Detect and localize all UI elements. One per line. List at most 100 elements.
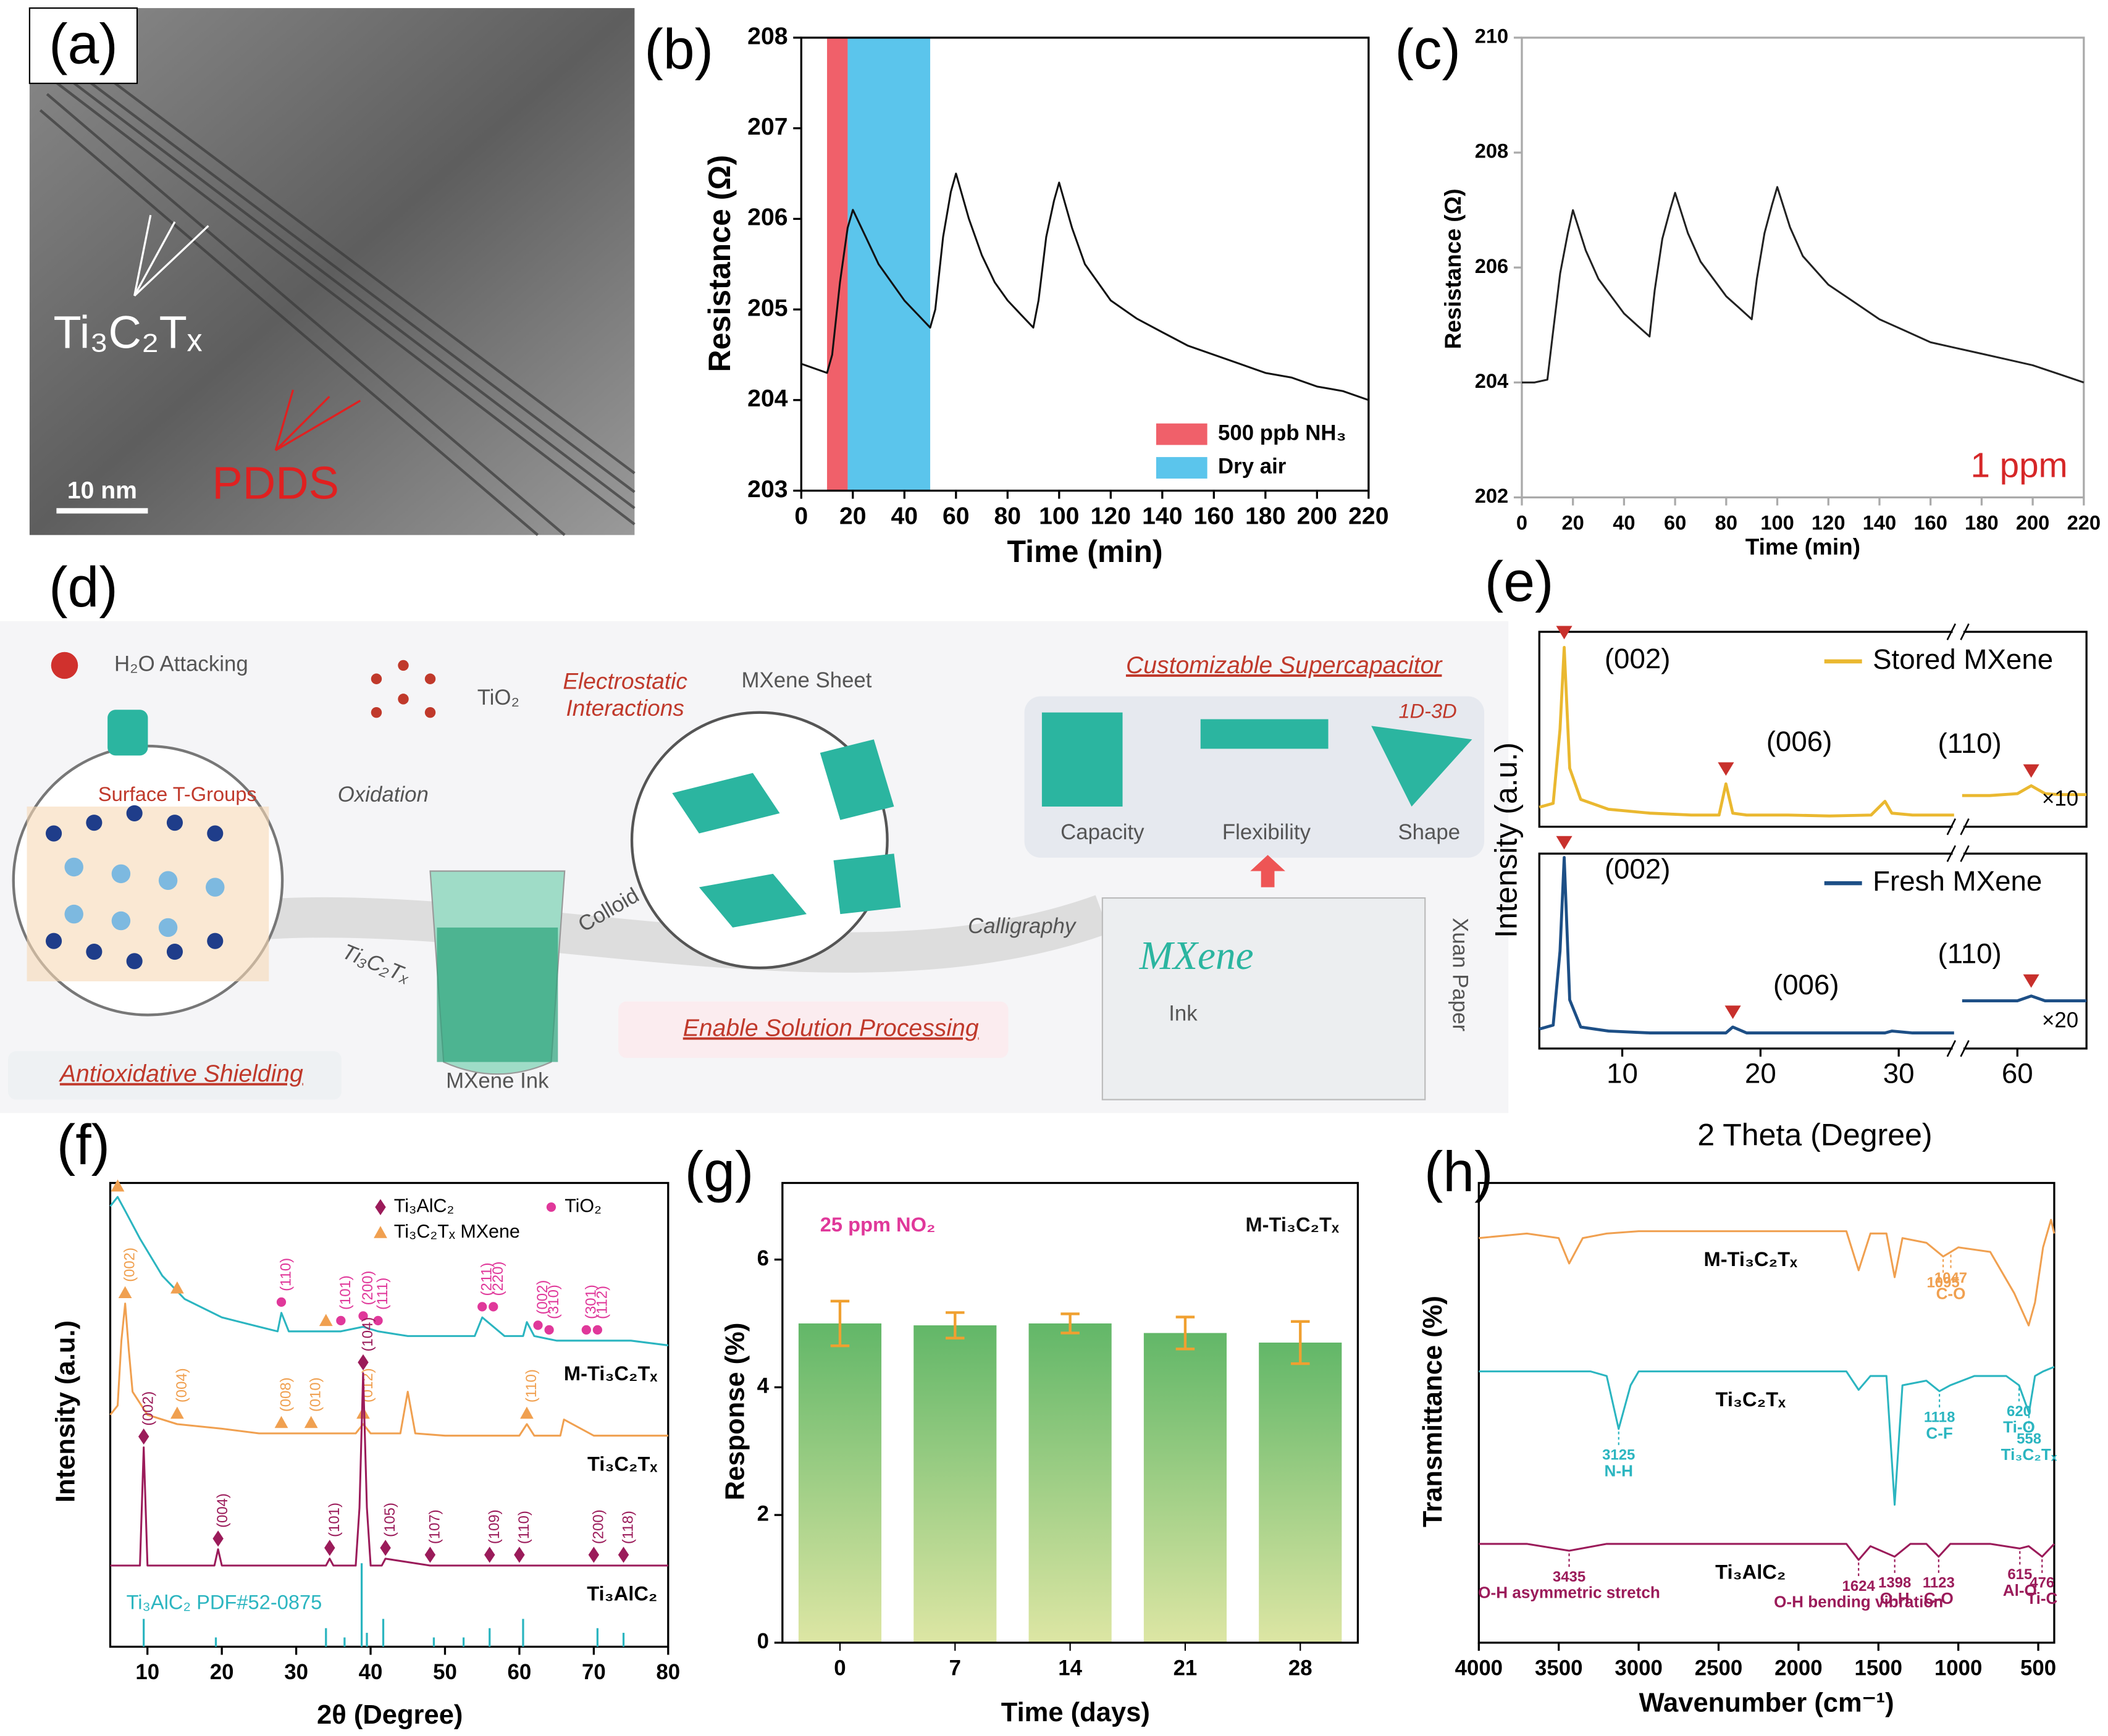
- peak-marker: [358, 1354, 369, 1371]
- x-tick-label: 100: [1760, 511, 1794, 534]
- atoms: [64, 857, 225, 937]
- peak-marker: [304, 1415, 318, 1428]
- lattice: [27, 807, 269, 981]
- data-line: [1479, 1365, 2055, 1506]
- peak-marker: [618, 1546, 629, 1563]
- annotation-value: 1123: [1923, 1575, 1955, 1591]
- diagram-text: Enable Solution Processing: [683, 1015, 979, 1042]
- x-axis-label: Time (min): [1745, 534, 1860, 560]
- annotation-value: 1398: [1878, 1575, 1911, 1591]
- peak-marker: [276, 1297, 287, 1307]
- peak-label: (112): [594, 1286, 610, 1319]
- peak-label: (107): [426, 1509, 443, 1544]
- peak-marker: [1718, 762, 1734, 776]
- shaded-span: [847, 37, 931, 491]
- peak-label: (110): [278, 1258, 295, 1291]
- mxene-sheets: [672, 739, 901, 928]
- annotation-note: O-H asymmetric stretch: [1478, 1583, 1660, 1602]
- axis-break: [1952, 627, 1963, 636]
- series-label: M-Ti₃C₂Tₓ: [564, 1362, 658, 1385]
- legend-marker: [375, 1199, 386, 1215]
- y-tick-label: 2: [757, 1501, 769, 1525]
- peak-label: (104): [359, 1317, 376, 1352]
- capacity-icon: [1041, 712, 1123, 807]
- peak-marker: [274, 1415, 288, 1428]
- colloid-circle: [630, 711, 889, 970]
- annotation: 1 ppm: [1970, 445, 2067, 484]
- bar: [798, 1323, 882, 1643]
- legend-label: 500 ppb NH₃: [1218, 421, 1346, 445]
- annotation-value: 615: [2007, 1566, 2032, 1583]
- panel-label: (d): [49, 556, 118, 619]
- x-tick-label: 50: [433, 1660, 457, 1684]
- shield-box: [8, 1051, 342, 1100]
- x-tick-label: 0: [794, 503, 808, 529]
- peak-marker: [2023, 764, 2039, 778]
- x-tick-label: 180: [1245, 503, 1285, 529]
- x-tick-label: 3500: [1535, 1656, 1582, 1680]
- x-tick-label: 14: [1058, 1656, 1082, 1680]
- bar: [1143, 1333, 1227, 1643]
- axis-break: [1952, 849, 1963, 858]
- y-tick-label: 208: [1475, 140, 1508, 162]
- annotation: M-Ti₃C₂Tₓ: [1245, 1213, 1339, 1236]
- x-tick-label: 4000: [1455, 1656, 1503, 1680]
- peak-label: (002): [122, 1247, 138, 1282]
- peak-label: (110): [1938, 728, 2001, 759]
- axis-break: [1946, 818, 1970, 836]
- x-tick-label: 80: [994, 503, 1022, 529]
- x-tick-label: 40: [1613, 511, 1635, 534]
- data-line: [109, 1196, 668, 1346]
- error-bar: [830, 1299, 850, 1348]
- peak-marker: [489, 1302, 498, 1312]
- y-axis-label: Resistance (Ω): [1440, 188, 1466, 349]
- error-bar: [1175, 1315, 1195, 1351]
- y-tick-label: 204: [1475, 369, 1508, 392]
- water-icon: [51, 652, 78, 679]
- annotation-note: N-H: [1605, 1461, 1633, 1480]
- arrows: [274, 389, 361, 451]
- series-label: Ti₃C₂Tₓ: [1716, 1388, 1786, 1411]
- x-tick-label: 100: [1039, 503, 1079, 529]
- application-box: [1024, 696, 1485, 858]
- x-tick-label: 220: [2067, 511, 2101, 534]
- x-tick-label: 2500: [1695, 1656, 1742, 1680]
- series-label: Ti₃C₂Tₓ: [587, 1452, 657, 1475]
- peak-label: (110): [523, 1369, 540, 1403]
- annotation-note: Ti-O: [2003, 1418, 2035, 1436]
- axis-break: [1952, 1044, 1963, 1053]
- x-tick-label: 20: [1745, 1057, 1776, 1089]
- peak-marker: [484, 1546, 495, 1563]
- panel-label: (f): [57, 1113, 110, 1176]
- axis-frame: [1538, 852, 2088, 1050]
- y-tick-label: 6: [757, 1246, 769, 1270]
- peak-marker: [356, 1406, 370, 1419]
- x-tick-label: 10: [1606, 1057, 1638, 1089]
- panel-label: (a): [49, 13, 118, 76]
- data-line: [109, 1302, 668, 1437]
- y-tick-label: 206: [1475, 254, 1508, 277]
- axis-frame: [1521, 36, 2085, 499]
- x-tick-label: 20: [210, 1660, 234, 1684]
- peak-marker: [588, 1546, 600, 1563]
- axis-break: [1946, 623, 1970, 640]
- peak-marker: [373, 1315, 383, 1325]
- annotation-value: 1624: [1842, 1578, 1876, 1595]
- annotation-note: C-O: [1924, 1589, 1954, 1608]
- y-tick-label: 207: [747, 114, 787, 140]
- x-tick-label: 160: [1194, 503, 1234, 529]
- flexibility-icon: [1200, 719, 1329, 749]
- legend-label: Dry air: [1218, 455, 1287, 479]
- peak-label: (006): [1773, 969, 1839, 1000]
- peak-label: (010): [308, 1377, 324, 1412]
- x-tick-label: 60: [943, 503, 970, 529]
- axis-frame: [109, 1181, 670, 1648]
- y-axis-label: Response (%): [720, 1323, 750, 1501]
- legend-swatch: [1156, 457, 1207, 479]
- peak-marker: [581, 1325, 591, 1335]
- peak-label: (110): [516, 1511, 532, 1544]
- y-tick-label: 210: [1475, 25, 1508, 48]
- error-bar: [1060, 1312, 1080, 1335]
- x-tick-label: 80: [1715, 511, 1737, 534]
- series-label: Ti₃AlC₂: [587, 1582, 657, 1605]
